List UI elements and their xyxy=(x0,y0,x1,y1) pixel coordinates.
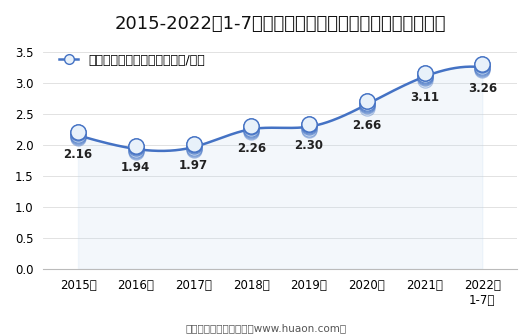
Legend: 玉米淀粉期货成交均价（万元/手）: 玉米淀粉期货成交均价（万元/手） xyxy=(54,49,210,72)
Title: 2015-2022年1-7月大连商品交易所玉米淀粉期货成交均价: 2015-2022年1-7月大连商品交易所玉米淀粉期货成交均价 xyxy=(114,15,446,33)
Text: 2.30: 2.30 xyxy=(295,139,323,152)
Text: 1.94: 1.94 xyxy=(121,161,151,174)
Text: 3.26: 3.26 xyxy=(468,82,497,95)
Text: 2.26: 2.26 xyxy=(237,141,266,154)
Text: 1.97: 1.97 xyxy=(179,159,208,173)
Text: 2.66: 2.66 xyxy=(352,119,381,132)
Text: 制图：华经产业研究院（www.huaon.com）: 制图：华经产业研究院（www.huaon.com） xyxy=(186,323,346,333)
Text: 3.11: 3.11 xyxy=(410,91,439,105)
Text: 2.16: 2.16 xyxy=(63,148,93,161)
